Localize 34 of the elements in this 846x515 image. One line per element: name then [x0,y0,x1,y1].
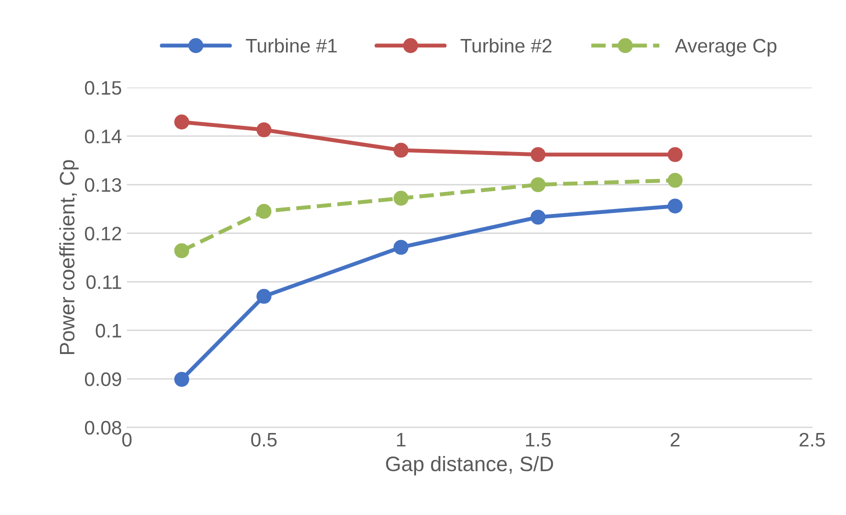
point [394,240,408,255]
x-tick-label: 0 [122,432,132,447]
y-axis-title: Power coefficient, Cp [59,160,79,354]
point [668,198,683,214]
x-tick-label: 2.5 [800,432,825,447]
point [668,172,683,188]
point [530,210,546,225]
x-axis-title: Gap distance, S/D [386,456,554,476]
legend-label: Turbine #1 [246,38,337,53]
y-tick-label: 0.1 [96,324,122,338]
y-tick-label: 0.08 [84,420,122,435]
y-tick-label: 0.14 [84,130,122,144]
y-tick-label: 0.12 [84,226,122,240]
point [530,177,546,192]
point [174,114,190,130]
x-tick-label: 0.5 [251,432,277,447]
point [394,142,408,158]
point [174,243,190,258]
y-tick-label: 0.09 [84,372,122,386]
y-tick-label: 0.15 [84,81,122,95]
point [530,147,546,162]
point [668,147,683,162]
x-tick-label: 1.5 [526,433,551,447]
point [256,204,272,219]
y-tick-label: 0.13 [84,178,122,192]
point [256,288,272,304]
legend-label: Average Cp [674,38,776,56]
legend-label: Turbine #2 [460,38,552,53]
y-tick-label: 0.11 [86,275,122,290]
point [256,122,272,138]
point [394,190,408,206]
point [174,372,190,387]
x-tick-label: 2 [670,432,680,446]
x-tick-label: 1 [397,433,406,446]
